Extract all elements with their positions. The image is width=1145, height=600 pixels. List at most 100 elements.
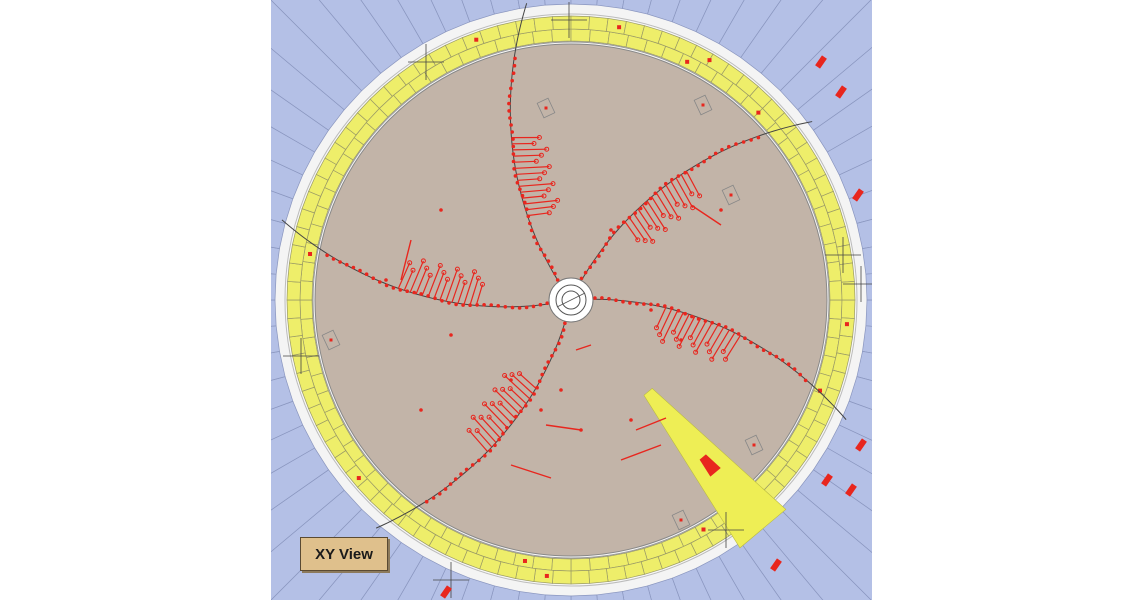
hit-segment: [520, 189, 549, 193]
muon-chamber: [826, 125, 872, 176]
muon-hit: [845, 483, 857, 497]
muon-chamber: [779, 0, 872, 111]
view-label[interactable]: XY View: [300, 537, 388, 571]
track-hit: [579, 276, 584, 281]
short-segment: [620, 444, 662, 461]
track-hit: [528, 221, 532, 226]
track-hit: [780, 358, 785, 362]
hit-segment-end: [676, 215, 682, 221]
muon-chamber: [461, 577, 495, 600]
hit-segment: [680, 174, 693, 195]
calorimeter-cell: [515, 565, 537, 582]
track-hit: [683, 311, 687, 316]
track-hit: [529, 228, 534, 233]
muon-chamber: [271, 350, 286, 381]
muon-chamber: [856, 218, 872, 250]
hit-segment-end: [546, 164, 552, 170]
module-hit: [679, 518, 683, 522]
track-hit: [535, 241, 539, 246]
short-segment: [545, 424, 582, 431]
hit-segment: [624, 221, 639, 241]
hit-segment-end: [474, 428, 480, 434]
track-hit: [614, 298, 618, 303]
track-hit: [512, 167, 516, 171]
track-hit: [749, 138, 753, 142]
hit-segment-end: [482, 401, 487, 407]
track-hit: [621, 299, 625, 304]
isolated-hit: [679, 338, 683, 342]
hit-segment-end: [492, 387, 498, 393]
track-hit: [607, 297, 611, 301]
hit-segment-end: [475, 275, 481, 281]
calorimeter-deposit: [544, 573, 549, 578]
hit-segment-end: [445, 276, 450, 282]
calorimeter-deposit: [617, 25, 622, 30]
track-hit: [524, 305, 529, 310]
muon-chamber: [271, 89, 330, 153]
hit-segment: [689, 318, 702, 338]
track-hit: [563, 321, 567, 326]
muon-chamber: [838, 400, 872, 441]
calorimeter-deposit: [818, 388, 823, 393]
muon-chamber: [621, 0, 652, 15]
hit-segment: [527, 212, 550, 217]
muon-chamber: [490, 0, 521, 15]
hit-segment: [695, 322, 713, 353]
muon-chamber: [360, 0, 424, 59]
track-hit: [477, 458, 481, 463]
module-box: [671, 509, 691, 531]
hit-segment: [499, 402, 517, 420]
track-hit: [338, 260, 342, 264]
track-hit: [509, 123, 513, 127]
calorimeter-deposit: [756, 110, 761, 115]
xy-event-display[interactable]: XY View: [271, 0, 872, 600]
hit-segment-end: [441, 270, 447, 275]
track-hit: [803, 378, 808, 383]
muon-chamber: [621, 585, 652, 600]
hit-segment: [445, 268, 458, 302]
hit-segment-end: [690, 342, 696, 348]
hit-segment-end: [662, 227, 668, 232]
hit-segment: [692, 320, 708, 346]
detector-canvas[interactable]: [271, 0, 872, 600]
muon-chamber: [865, 299, 872, 327]
track-hit: [608, 236, 612, 240]
calorimeter-cell: [570, 557, 591, 572]
calorimeter-cell: [299, 280, 314, 301]
hit-segment-end: [668, 214, 674, 220]
muon-chamber: [271, 273, 277, 301]
track-hit: [531, 304, 536, 309]
muon-chamber: [848, 376, 872, 410]
hit-segment-end: [642, 238, 648, 244]
calorimeter-cell: [570, 28, 591, 43]
muon-chamber: [779, 489, 872, 600]
hit-segment: [675, 314, 690, 340]
track-hit: [520, 193, 525, 198]
track-hit: [524, 404, 528, 408]
isolated-hit: [629, 418, 633, 422]
short-segment: [635, 417, 667, 431]
track-hit: [412, 290, 416, 295]
track-hit: [511, 159, 516, 164]
track-hit: [459, 472, 463, 476]
hit-segment-end: [517, 371, 522, 377]
track-hit: [503, 305, 508, 309]
track-hit: [550, 354, 554, 358]
hit-segment: [397, 262, 411, 289]
muon-chamber: [271, 47, 345, 131]
track-hit: [331, 257, 336, 261]
beam-pipe: [548, 277, 594, 323]
track-hit: [664, 181, 668, 186]
track-hit: [592, 259, 597, 264]
hit-segment-end: [509, 372, 515, 378]
hit-segment-end: [550, 181, 556, 187]
muon-chamber: [862, 246, 872, 275]
calorimeter-cell: [605, 18, 627, 35]
hit-segment-end: [427, 272, 433, 278]
track-hit: [792, 367, 797, 371]
calorimeter-cell: [552, 15, 572, 30]
muon-chamber: [760, 0, 872, 92]
calorimeter-cell: [841, 281, 856, 301]
hit-segment: [655, 192, 672, 218]
track-hit: [512, 63, 517, 68]
